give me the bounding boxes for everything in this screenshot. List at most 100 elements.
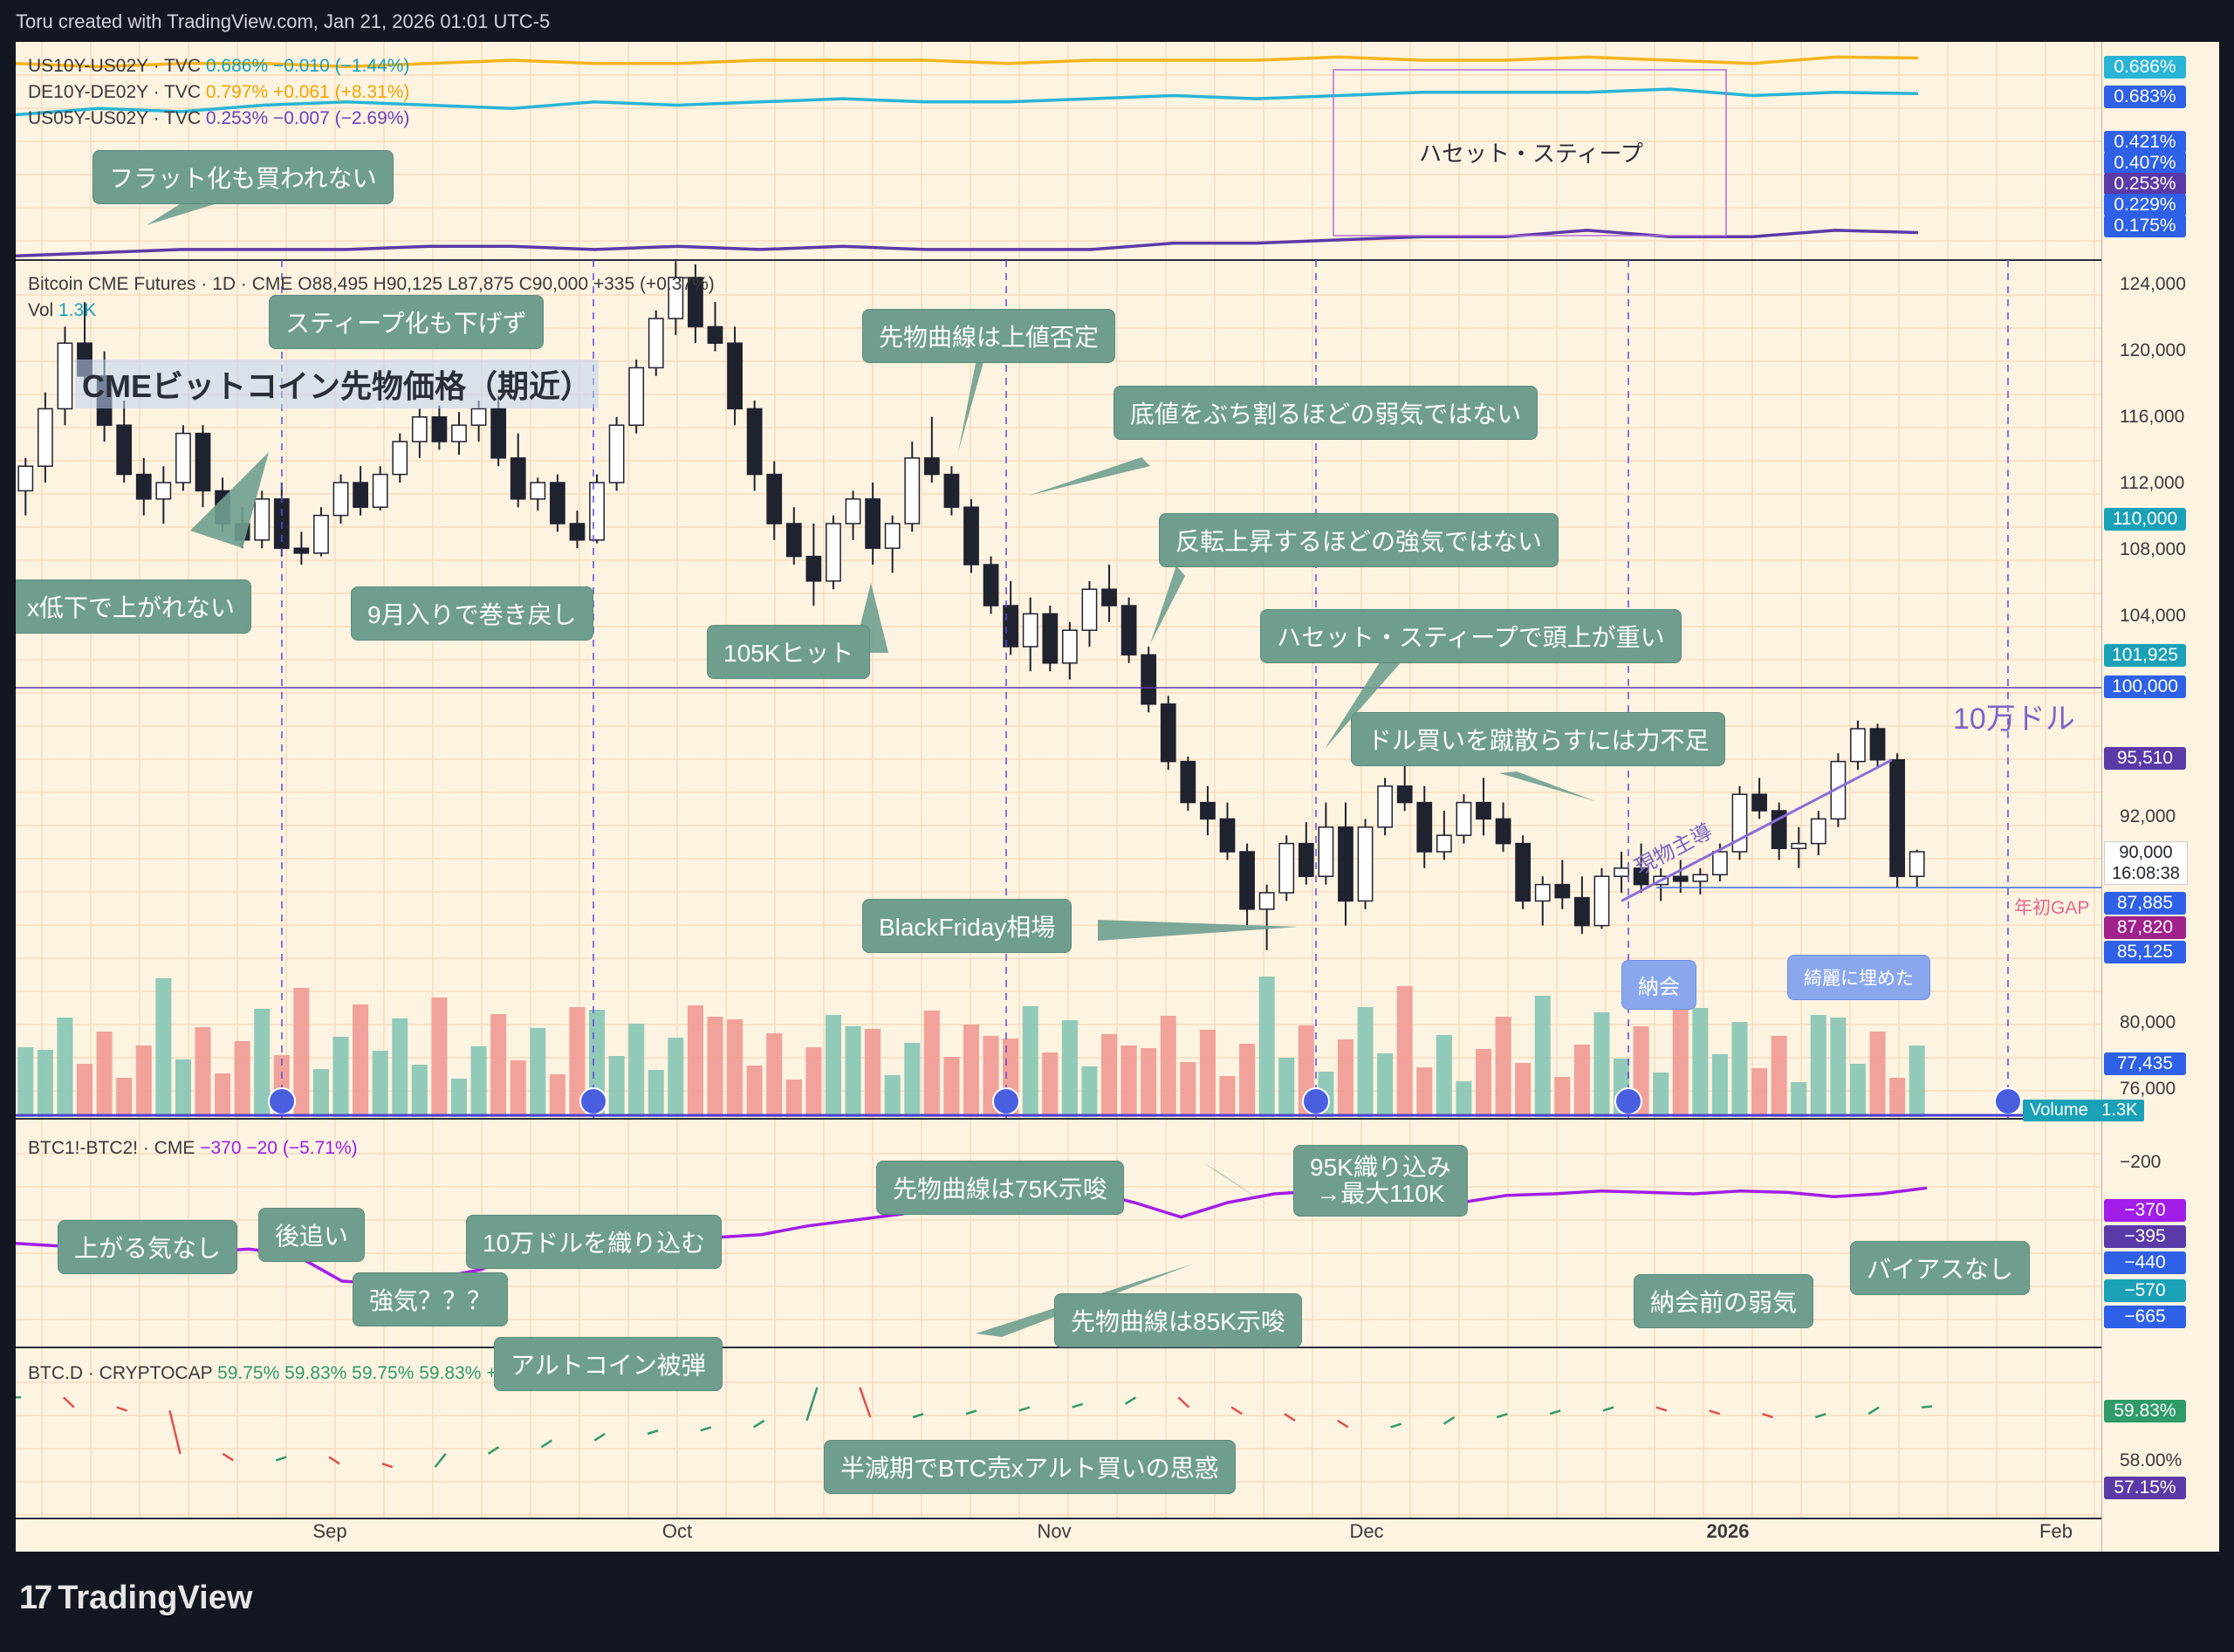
note-105k[interactable]: 105Kヒット <box>707 625 871 679</box>
candle-body <box>746 408 763 476</box>
legend-vol[interactable]: Vol 1.3K <box>28 300 97 320</box>
note-not-bullish[interactable]: 反転上昇するほどの強気ではない <box>1159 513 1559 567</box>
candle-body <box>57 342 73 410</box>
volume-bar <box>470 1046 487 1117</box>
note-no-bias[interactable]: バイアスなし <box>1850 1241 2031 1295</box>
chart-canvas[interactable] <box>16 42 2101 1552</box>
volume-bar <box>155 978 172 1117</box>
legend-us10y[interactable]: US10Y-US02Y · TVC 0.686% −0.010 (−1.44%) <box>28 56 410 76</box>
candle-body <box>490 408 507 459</box>
candle-body <box>1751 793 1767 812</box>
note-altcoin[interactable]: アルトコイン被弾 <box>494 1337 723 1391</box>
yield-line-1 <box>16 55 1919 69</box>
volume-bar <box>76 1064 93 1117</box>
note-95k[interactable]: 95K織り込み →最大110K <box>1293 1145 1468 1217</box>
volume-bar <box>530 1028 546 1117</box>
price-axis-tick: 76,000 <box>2120 1079 2176 1099</box>
volume-bar <box>175 1059 191 1117</box>
note-75k[interactable]: 先物曲線は75K示唆 <box>876 1161 1124 1215</box>
dominance-pane <box>16 1387 1933 1469</box>
chart-area[interactable]: US10Y-US02Y · TVC 0.686% −0.010 (−1.44%)… <box>16 42 2101 1552</box>
dominance-axis-tick: 58.00% <box>2120 1450 2183 1470</box>
candle-body <box>1396 785 1413 804</box>
dominance-bar <box>1230 1406 1243 1416</box>
candle-body <box>727 342 743 410</box>
volume-bar <box>963 1025 980 1117</box>
note-september[interactable]: 9月入りで巻き戻し <box>351 586 593 641</box>
volume-bar <box>254 1009 271 1117</box>
volume-bar <box>1849 1064 1867 1117</box>
volume-bar <box>943 1057 960 1117</box>
note-pre-expiry[interactable]: 納会前の弱気 <box>1634 1274 1814 1328</box>
spread-axis-tag: −370 <box>2104 1199 2186 1222</box>
note-hassett-heavy[interactable]: ハセット・スティープで頭上が重い <box>1260 609 1682 663</box>
candle-body <box>1908 851 1925 877</box>
event-marker-icon <box>1302 1087 1330 1115</box>
tradingview-logo-text: TradingView <box>58 1580 253 1616</box>
volume-bar <box>1692 1008 1709 1117</box>
yield-axis-tag: 0.253% <box>2104 173 2186 195</box>
note-bullish-q[interactable]: 強気？？？ <box>353 1272 509 1326</box>
volume-bar <box>549 1074 565 1117</box>
volume-bar <box>1337 1039 1353 1117</box>
legend-btc[interactable]: Bitcoin CME Futures · 1D · CME O88,495 H… <box>28 274 715 294</box>
note-flat[interactable]: フラット化も買われない <box>93 150 394 204</box>
note-price-in-100k[interactable]: 10万ドルを織り込む <box>466 1215 723 1269</box>
volume-bar <box>312 1069 329 1117</box>
note-blackfriday[interactable]: BlackFriday相場 <box>862 899 1072 953</box>
note-steep[interactable]: スティープ化も下げず <box>269 295 544 349</box>
candle-body <box>1239 851 1255 910</box>
legend-de10y[interactable]: DE10Y-DE02Y · TVC 0.797% +0.061 (+8.31%) <box>28 82 410 102</box>
note-filled[interactable]: 綺麗に埋めた <box>1787 955 1930 1000</box>
dominance-bar <box>487 1446 500 1455</box>
note-halving[interactable]: 半減期でBTC売xアルト買いの思惑 <box>824 1440 1236 1494</box>
trend-line <box>1621 758 1893 902</box>
note-expiry[interactable]: 納会 <box>1621 960 1696 1010</box>
candle-body <box>569 523 586 541</box>
candle-body <box>332 482 349 517</box>
volume-bar <box>608 1056 625 1117</box>
note-curve-deny[interactable]: 先物曲線は上値否定 <box>862 309 1116 363</box>
price-axis-tag: 77,435 <box>2104 1052 2186 1075</box>
gap-label: 年初GAP <box>2014 898 2090 918</box>
candle-body <box>1456 801 1472 836</box>
note-cant-rise[interactable]: x低下で上がれない <box>16 579 252 634</box>
note-not-bearish[interactable]: 底値をぶち割るほどの弱気ではない <box>1114 386 1538 440</box>
volume-bar <box>1180 1062 1196 1117</box>
volume-bar <box>135 1045 152 1117</box>
dominance-bar <box>1867 1406 1880 1416</box>
candle-body <box>135 473 152 500</box>
volume-bar <box>372 1051 388 1117</box>
dominance-bar <box>222 1452 235 1462</box>
level-100k-label: 10万ドル <box>1953 703 2075 736</box>
candle-body <box>923 457 940 476</box>
tradingview-logo[interactable]: 17 TradingView <box>19 1580 252 1617</box>
volume-bar <box>1377 1053 1394 1117</box>
time-axis[interactable]: Sep Oct Nov Dec 2026 Feb <box>16 1518 2101 1552</box>
event-marker-icon <box>268 1087 296 1115</box>
note-85k[interactable]: 先物曲線は85K示唆 <box>1054 1293 1302 1347</box>
event-marker-icon <box>1614 1087 1642 1115</box>
candle-body <box>648 318 664 369</box>
price-axis-tag: 85,125 <box>2104 941 2186 963</box>
note-no-rise[interactable]: 上がる気なし <box>58 1220 238 1274</box>
price-axis-tag: 87,820 <box>2104 916 2186 939</box>
note-dollar[interactable]: ドル買いを蹴散らすには力不足 <box>1351 712 1726 766</box>
price-axis[interactable]: 0.686% 0.683% 0.421% 0.407% 0.253% 0.229% 0.17… <box>2101 42 2219 1552</box>
spread-axis-tag: −440 <box>2104 1251 2186 1274</box>
legend-spread[interactable]: BTC1!-BTC2! · CME −370 −20 (−5.71%) <box>28 1138 358 1158</box>
price-axis-tick: 80,000 <box>2120 1012 2176 1032</box>
volume-bar <box>1396 986 1413 1117</box>
candle-body <box>353 482 368 508</box>
candle-body <box>1810 818 1826 845</box>
volume-bar <box>1456 1081 1472 1117</box>
candle-body <box>549 482 565 524</box>
note-chase[interactable]: 後追い <box>258 1208 366 1262</box>
time-axis-label: Sep <box>312 1520 347 1542</box>
dominance-bar <box>1018 1406 1031 1412</box>
volume-bar <box>1199 1030 1216 1117</box>
legend-us05y[interactable]: US05Y-US02Y · TVC 0.253% −0.007 (−2.69%) <box>28 108 410 128</box>
yield-axis-tag: 0.683% <box>2104 86 2186 108</box>
candle-body <box>1534 883 1551 902</box>
dominance-bar <box>275 1456 287 1462</box>
